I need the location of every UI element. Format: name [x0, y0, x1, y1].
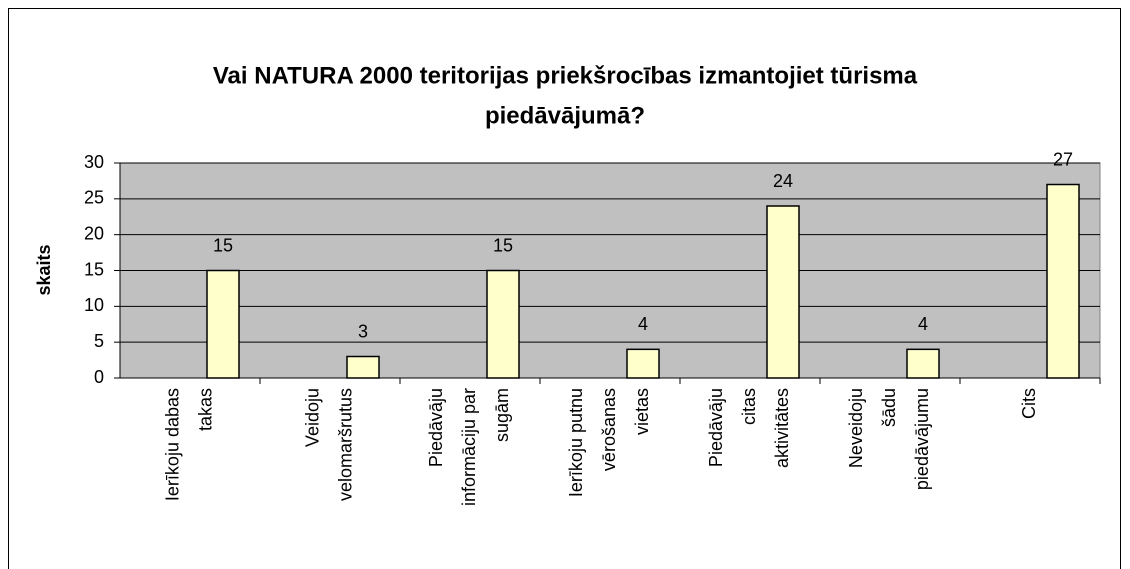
x-tick-label: informāciju par	[459, 388, 479, 506]
value-label: 24	[773, 171, 793, 191]
x-tick-label: vietas	[632, 388, 652, 435]
y-tick-label: 20	[84, 223, 104, 243]
x-tick-label: Neveidoju	[846, 388, 866, 468]
y-tick-label: 0	[94, 367, 104, 387]
value-label: 4	[918, 314, 928, 334]
bar	[1046, 183, 1080, 379]
x-tick-label: šādu	[879, 388, 899, 427]
bar	[626, 348, 660, 379]
value-label: 15	[213, 235, 233, 255]
x-tick-label: Veidoju	[302, 388, 322, 447]
x-tick-label: citas	[739, 388, 759, 425]
x-tick-label: takas	[195, 388, 215, 431]
x-tick-label: velomaršrutus	[335, 388, 355, 501]
x-tick-label: aktivitātes	[772, 388, 792, 468]
value-label: 4	[638, 314, 648, 334]
value-label: 15	[493, 235, 513, 255]
x-tick-label: Piedāvāju	[426, 388, 446, 467]
x-tick-label: Ierīkoju dabas	[162, 388, 182, 501]
bar	[906, 348, 940, 379]
bar	[346, 355, 380, 379]
value-label: 27	[1053, 149, 1073, 169]
chart-title: Vai NATURA 2000 teritorijas priekšrocība…	[213, 62, 918, 89]
x-tick-label: vērošanas	[599, 388, 619, 471]
chart-title: piedāvājumā?	[485, 102, 645, 129]
x-tick-label: Ierīkoju putnu	[566, 388, 586, 497]
y-axis-label: skaits	[34, 244, 54, 295]
x-tick-label: sugām	[492, 388, 512, 442]
bar	[206, 269, 240, 379]
y-tick-label: 10	[84, 295, 104, 315]
y-tick-label: 5	[94, 331, 104, 351]
x-tick-label: piedāvājumu	[912, 388, 932, 490]
bar	[766, 205, 800, 379]
x-tick-label: Cits	[1019, 388, 1039, 419]
y-tick-label: 25	[84, 188, 104, 208]
y-tick-label: 15	[84, 259, 104, 279]
x-tick-label: Piedāvāju	[706, 388, 726, 467]
value-label: 3	[358, 321, 368, 341]
y-tick-label: 30	[84, 152, 104, 172]
bar	[486, 269, 520, 379]
